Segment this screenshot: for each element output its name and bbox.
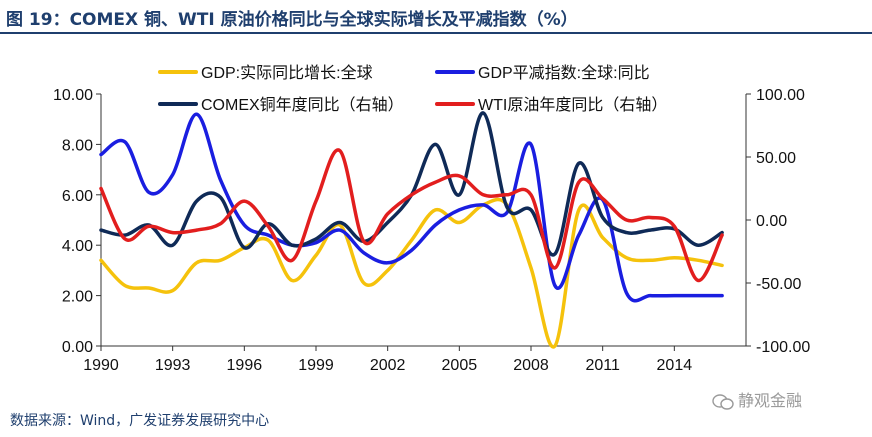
axes: 0.00 2.00 4.00 6.00 8.00 10.00 -100.00 -50.00 0.… [53, 87, 810, 374]
right-tick-label: -100.00 [756, 339, 810, 356]
series-line-2 [99, 112, 724, 303]
x-tick-label: 2002 [370, 357, 406, 374]
x-tick-label: 1996 [227, 357, 263, 374]
legend: GDP:实际同比增长:全球 GDP平减指数:全球:同比 COMEX铜年度同比（右轴）… [158, 64, 667, 114]
left-tick-label: 4.00 [62, 238, 93, 255]
watermark: 静观金融 [712, 387, 802, 411]
left-tick-label: 0.00 [62, 339, 93, 356]
title-bar: 图 19：COMEX 铜、WTI 原油价格同比与全球实际增长及平减指数（%） [0, 0, 872, 34]
series-group [99, 111, 724, 349]
right-tick-label: 50.00 [756, 150, 796, 167]
left-tick-label: 8.00 [62, 137, 93, 154]
wechat-icon [712, 393, 734, 410]
legend-label-2: GDP平减指数:全球:同比 [478, 64, 650, 82]
left-tick-label: 10.00 [53, 87, 93, 104]
x-tick-label: 2008 [513, 357, 549, 374]
right-tick-label: 0.00 [756, 213, 787, 230]
x-tick-label: 2011 [585, 357, 620, 374]
right-tick-label: -50.00 [756, 276, 801, 293]
x-tick-label: 1993 [155, 357, 191, 374]
source-note: 数据来源：Wind，广发证券发展研究中心 [10, 413, 270, 429]
legend-label-4: WTI原油年度同比（右轴） [478, 96, 667, 114]
chart-title: 图 19：COMEX 铜、WTI 原油价格同比与全球实际增长及平减指数（%） [6, 10, 578, 30]
x-tick-label: 1999 [298, 357, 334, 374]
legend-label-1: GDP:实际同比增长:全球 [201, 64, 373, 82]
right-tick-label: 100.00 [756, 87, 805, 104]
x-tick-label: 2014 [657, 357, 693, 374]
left-tick-label: 6.00 [62, 188, 93, 205]
left-tick-label: 2.00 [62, 289, 93, 306]
legend-label-3: COMEX铜年度同比（右轴） [201, 96, 404, 114]
series-line-3 [99, 111, 724, 257]
x-tick-label: 2005 [442, 357, 478, 374]
x-tick-label: 1990 [83, 357, 119, 374]
watermark-text: 静观金融 [738, 391, 803, 410]
series-line-4 [99, 148, 724, 283]
